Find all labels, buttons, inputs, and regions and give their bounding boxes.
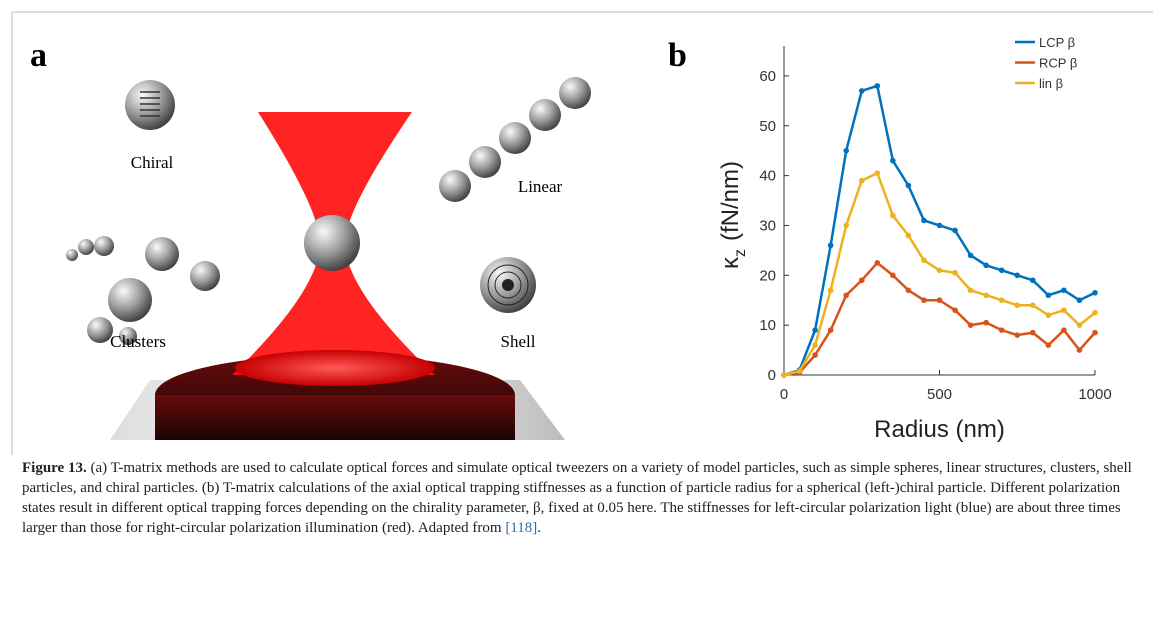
data-point <box>1076 347 1083 353</box>
data-point <box>1014 272 1021 279</box>
y-tick-label: 30 <box>759 217 776 234</box>
data-point <box>1061 327 1067 333</box>
series-line <box>783 261 1096 377</box>
data-point <box>998 267 1005 274</box>
data-point <box>1092 309 1098 316</box>
panel-label: a <box>30 37 47 74</box>
y-tick-label: 0 <box>768 367 776 384</box>
data-point <box>967 252 974 259</box>
data-point <box>843 222 849 229</box>
data-point <box>936 297 943 304</box>
legend-label: RCP β <box>1039 56 1077 71</box>
illustration <box>66 77 591 440</box>
data-point <box>812 352 818 358</box>
y-axis-symbol: κ <box>717 256 744 269</box>
data-point <box>905 232 912 239</box>
data-point <box>1014 302 1021 309</box>
x-tick-label: 0 <box>780 386 788 403</box>
particle-label: Clusters <box>110 332 166 351</box>
y-tick-label: 20 <box>759 267 776 284</box>
data-point <box>967 287 974 294</box>
data-point <box>983 319 989 326</box>
data-point <box>890 272 896 279</box>
chart: 0 10 20 30 40 50 60 0 500 1000 Radius (nm) κz (fN/nm… <box>717 35 1112 443</box>
y-tick-label: 50 <box>759 118 776 135</box>
data-point <box>936 267 943 274</box>
data-point <box>1061 287 1067 294</box>
reference-link[interactable]: [118] <box>505 520 538 536</box>
data-point <box>921 297 927 304</box>
y-axis-label: κz (fN/nm) <box>717 161 749 269</box>
y-tick-label: 10 <box>759 317 776 334</box>
y-tick-label: 40 <box>759 168 776 185</box>
data-point <box>858 177 865 184</box>
particle-label: Chiral <box>131 153 174 172</box>
y-axis-unit: (fN/nm) <box>717 161 744 241</box>
panel-label: b <box>668 37 687 74</box>
y-axis-subscript: z <box>732 249 749 257</box>
data-point <box>1030 329 1036 336</box>
caption: Figure 13. (a) T-matrix methods are used… <box>22 458 1132 538</box>
particle-label: Shell <box>501 332 536 351</box>
x-axis-label: Radius (nm) <box>874 416 1005 443</box>
data-point <box>874 170 881 176</box>
data-point <box>1030 277 1036 284</box>
data-point <box>812 327 818 333</box>
figure-graphics: a b Chiral Linear Clusters Shell 0 10 20 30… <box>11 11 1153 455</box>
data-point <box>812 342 818 348</box>
y-tick-label: 60 <box>759 68 776 85</box>
data-point <box>1014 332 1021 338</box>
data-point <box>858 88 865 94</box>
data-point <box>998 297 1005 304</box>
data-point <box>905 182 912 189</box>
data-point <box>936 222 943 229</box>
data-point <box>843 292 849 299</box>
particle-label: Linear <box>518 177 563 196</box>
legend-label: LCP β <box>1039 35 1075 50</box>
data-point <box>1045 312 1052 318</box>
data-point <box>952 307 958 313</box>
data-point <box>890 157 896 164</box>
x-tick-label: 500 <box>927 386 952 403</box>
data-point <box>1045 342 1052 348</box>
data-point <box>874 260 881 266</box>
x-tick-label: 1000 <box>1078 386 1111 403</box>
data-point <box>827 242 834 249</box>
data-point <box>827 327 834 333</box>
data-point <box>967 322 974 328</box>
caption-label: Figure 13. <box>22 460 87 476</box>
data-point <box>905 287 912 294</box>
data-point <box>1092 289 1098 296</box>
data-point <box>952 227 958 234</box>
data-point <box>1076 322 1083 328</box>
data-point <box>983 262 989 269</box>
data-point <box>796 368 803 374</box>
data-point <box>843 147 849 154</box>
data-point <box>827 287 834 294</box>
data-point <box>983 292 989 299</box>
caption-text: (a) T-matrix methods are used to calcula… <box>22 460 1132 536</box>
data-point <box>858 277 865 284</box>
data-point <box>921 217 927 224</box>
data-point <box>1061 307 1067 313</box>
data-point <box>1030 302 1036 309</box>
data-point <box>998 327 1005 333</box>
data-point <box>1045 292 1052 299</box>
data-point <box>874 83 881 89</box>
legend-label: lin β <box>1039 76 1063 91</box>
data-point <box>890 212 896 219</box>
data-point <box>1092 329 1098 336</box>
data-point <box>781 372 787 378</box>
data-point <box>921 257 927 264</box>
data-point <box>1076 297 1083 304</box>
caption-end: . <box>537 520 541 536</box>
data-point <box>952 270 958 276</box>
